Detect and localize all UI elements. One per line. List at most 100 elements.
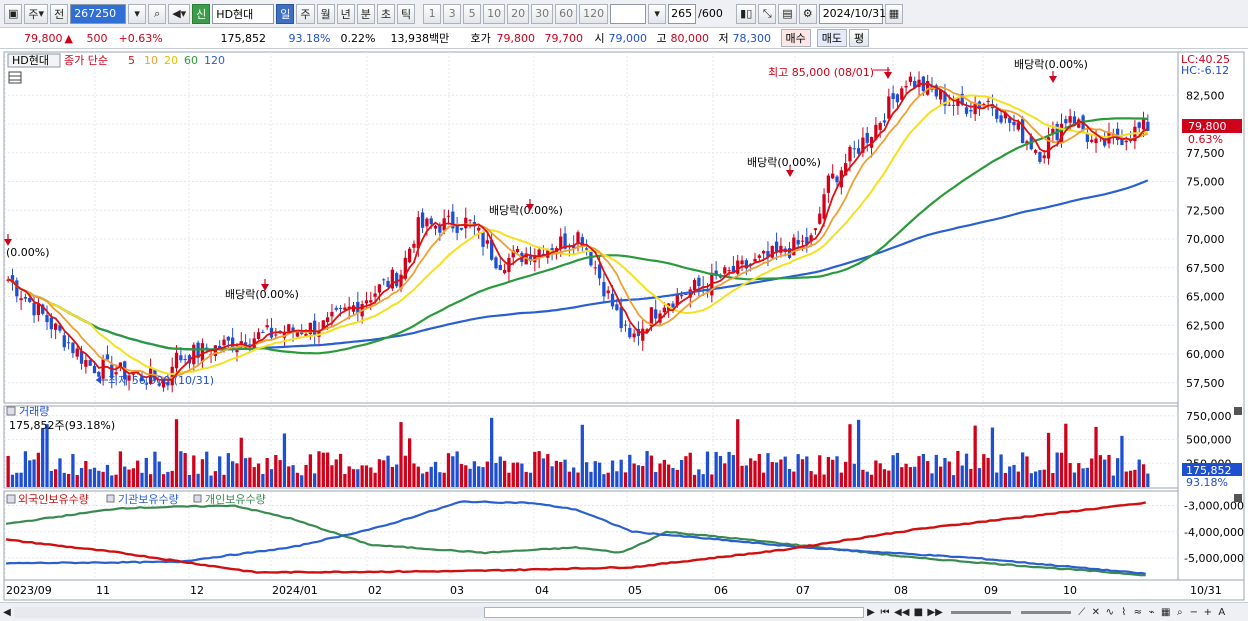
interval-button-0[interactable]: 1	[423, 3, 442, 24]
window-menu-icon[interactable]: ▣	[4, 3, 23, 24]
candle-body	[766, 251, 770, 257]
buy-button[interactable]: 매수	[780, 29, 811, 47]
line-tool-icon[interactable]: ⟋	[1078, 606, 1086, 618]
candle-body	[105, 354, 110, 360]
volume-bar	[913, 466, 917, 487]
credit-badge[interactable]: 신	[192, 3, 211, 24]
interval-button-2[interactable]: 5	[463, 3, 482, 24]
ma20-line	[7, 94, 1148, 376]
stock-code-input[interactable]: 267250	[70, 3, 127, 24]
zoom-slider[interactable]	[950, 610, 1011, 614]
scroll-thumb[interactable]	[484, 606, 864, 618]
tab-period-3[interactable]: 년	[336, 3, 355, 24]
stop-icon[interactable]: ■	[913, 606, 924, 618]
tab-period-4[interactable]: 분	[356, 3, 375, 24]
candle-body	[308, 322, 312, 335]
volume-toggle-icon[interactable]	[6, 406, 16, 416]
volume-bar	[688, 452, 692, 487]
scroll-right-icon[interactable]: ▶	[867, 606, 875, 618]
candle-body	[714, 270, 718, 276]
volume-bar	[1115, 458, 1120, 487]
tab-period-5[interactable]: 초	[376, 3, 396, 24]
volume-panel-close-icon[interactable]	[1234, 407, 1242, 415]
prev-page-icon[interactable]: ◀◀	[894, 606, 910, 618]
interval-button-1[interactable]: 3	[443, 3, 462, 24]
candle-type-icon[interactable]: ▮▯	[736, 3, 757, 24]
current-price-marker-text: 79,800	[1188, 120, 1227, 133]
holdings-toggle-icon[interactable]	[6, 494, 16, 504]
zoom-out-icon[interactable]: −	[1189, 606, 1198, 618]
candle-body	[41, 304, 45, 314]
speaker-icon[interactable]: ◀▾	[168, 3, 191, 24]
fib-tool-icon[interactable]: ⌇	[1121, 606, 1127, 618]
volume-bar	[749, 458, 753, 487]
chart-area[interactable]: HD현대 종가 단순 5 10 20 60 120 최고 85,000 (08/…	[0, 49, 1248, 602]
interval-custom-input[interactable]	[610, 3, 647, 24]
search-icon[interactable]: ⌕	[148, 3, 167, 24]
grid-tool-icon[interactable]: ▦	[1161, 606, 1171, 618]
volume-bar	[809, 471, 813, 487]
interval-button-6[interactable]: 60	[555, 3, 578, 24]
drawing-tool-icon[interactable]: ⤡	[758, 3, 777, 24]
up-arrow-icon: ▲	[64, 31, 73, 45]
count-input[interactable]: 265	[668, 3, 697, 24]
volume-bar	[1003, 472, 1008, 487]
code-dropdown-icon[interactable]: ▾	[128, 3, 147, 24]
interval-dropdown-icon[interactable]: ▾	[648, 3, 667, 24]
trend-tool-icon[interactable]: ∿	[1105, 606, 1114, 618]
candle-body	[584, 248, 589, 250]
sell-button[interactable]: 매도	[816, 29, 847, 47]
interval-button-3[interactable]: 10	[483, 3, 506, 24]
scroll-left-icon[interactable]: ◀	[3, 606, 11, 618]
tab-period-6[interactable]: 틱	[397, 3, 416, 24]
cross-tool-icon[interactable]: ✕	[1091, 606, 1100, 618]
pattern-tool-icon[interactable]: ⌁	[1148, 606, 1155, 618]
volume-bar	[645, 451, 649, 487]
candle-body	[1124, 140, 1128, 143]
zoom-in-icon[interactable]: +	[1203, 606, 1212, 618]
tab-period-2[interactable]: 월	[316, 3, 335, 24]
market-select[interactable]: 주 ▾	[24, 3, 49, 24]
zoom-search-icon[interactable]: ⌕	[1176, 606, 1183, 618]
interval-button-7[interactable]: 120	[579, 3, 609, 24]
gear-icon[interactable]: ⚙	[798, 3, 817, 24]
interval-button-4[interactable]: 20	[507, 3, 530, 24]
date-input[interactable]: 2024/10/31	[818, 3, 886, 24]
volume-bar	[161, 474, 166, 487]
tab-period-0[interactable]: 일	[276, 3, 295, 24]
volume-bar	[662, 459, 666, 487]
save-icon[interactable]: ▤	[778, 3, 797, 24]
interval-button-5[interactable]: 30	[531, 3, 554, 24]
date-tick-label: 2024/01	[272, 584, 318, 597]
scroll-track[interactable]	[14, 606, 484, 618]
candle-body	[1072, 116, 1077, 124]
volume-bar	[433, 461, 438, 487]
tab-period-1[interactable]: 주	[296, 3, 315, 24]
candle-body	[550, 248, 554, 251]
volume-bar	[209, 475, 213, 487]
table-view-icon[interactable]	[8, 71, 22, 84]
legend-stock-box[interactable]	[7, 53, 61, 68]
play-icon[interactable]: ▶▶	[927, 606, 943, 618]
volume-bar	[805, 456, 809, 487]
candle-body	[256, 332, 261, 339]
candle-body	[494, 257, 498, 269]
volume-bar	[895, 452, 900, 487]
candle-body	[887, 96, 891, 119]
volume-bar	[123, 466, 127, 487]
candle-body	[101, 359, 105, 379]
font-size-icon[interactable]: A	[1218, 606, 1226, 618]
wave-tool-icon[interactable]: ≈	[1133, 606, 1142, 618]
candle-body	[869, 136, 874, 148]
volume-bar	[1064, 423, 1068, 487]
eval-button[interactable]: 평	[849, 29, 870, 47]
candle-body	[1115, 128, 1120, 140]
volume-bar	[865, 471, 869, 487]
prev-button[interactable]: 전	[50, 3, 69, 24]
holdings-panel-close-icon[interactable]	[1234, 494, 1242, 502]
first-page-icon[interactable]: ⏮	[880, 606, 890, 618]
volume-bar	[226, 453, 230, 487]
volume-bar	[917, 456, 921, 487]
speed-slider[interactable]	[1020, 610, 1071, 614]
calendar-icon[interactable]: ▦	[884, 3, 904, 24]
